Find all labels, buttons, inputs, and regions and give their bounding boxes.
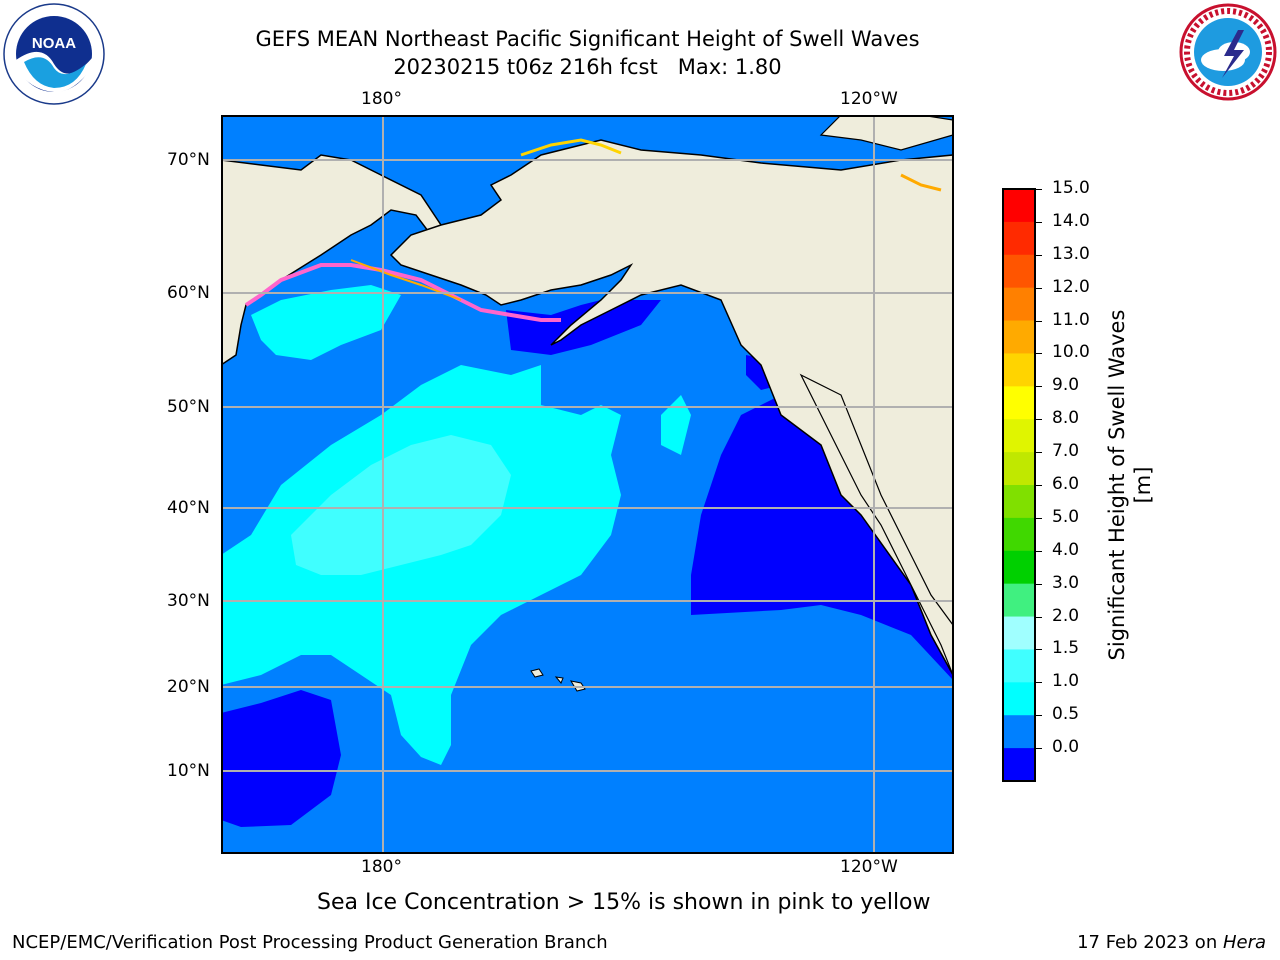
colorbar-tick-label: 8.0 [1052,408,1080,429]
colorbar-tick-label: 5.0 [1052,506,1080,527]
lon-tick-top-120w: 120°W [840,89,898,109]
low-swell-southwest [221,690,341,827]
colorbar-tick-label: 1.0 [1052,671,1080,692]
sea-ice-caption: Sea Ice Concentration > 15% is shown in … [317,890,931,915]
colorbar-tick-label: 0.0 [1052,737,1080,758]
colorbar-segment [1003,452,1035,486]
graticule [221,115,954,854]
colorbar-segment [1003,682,1035,716]
nws-logo-icon [1179,3,1277,101]
colorbar-tick-label: 9.0 [1052,375,1080,396]
colorbar-tick [1036,452,1042,454]
colorbar-segment [1003,550,1035,585]
colorbar-title: Significant Height of Swell Waves [m] [1105,309,1155,661]
noaa-logo-text: NOAA [32,35,76,52]
colorbar-tick [1036,287,1042,289]
colorbar-segment [1003,320,1035,354]
colorbar-tick-label: 4.0 [1052,539,1080,560]
colorbar-tick-label: 10.0 [1052,342,1090,363]
colorbar-tick [1036,748,1042,750]
colorbar-tick [1036,682,1042,684]
land-alaska-canada [389,139,954,854]
lat-tick-40n: 40°N [167,498,210,518]
colorbar-tick [1036,320,1042,322]
colorbar-tick-label: 1.5 [1052,638,1080,659]
colorbar-tick-label: 7.0 [1052,441,1080,462]
colorbar-tick-label: 15.0 [1052,178,1090,198]
colorbar-tick-label: 14.0 [1052,210,1090,231]
noaa-logo-icon: NOAA [3,3,105,105]
land-siberia [221,154,442,366]
colorbar-segment [1003,419,1035,453]
colorbar [1002,188,1036,782]
colorbar-segment [1003,517,1035,552]
colorbar-segment [1003,748,1035,782]
colorbar-segment [1003,287,1035,322]
colorbar-tick [1036,353,1042,355]
footer-date: 17 Feb 2023 on [1077,932,1223,953]
colorbar-tick [1036,189,1042,190]
colorbar-tick [1036,550,1042,552]
lon-tick-bottom-120w: 120°W [840,857,898,877]
lat-tick-20n: 20°N [167,677,210,697]
footer-right: 17 Feb 2023 on Hera [1077,932,1266,953]
lat-tick-50n: 50°N [167,397,210,417]
colorbar-tick [1036,715,1042,717]
colorbar-segment [1003,189,1035,223]
colorbar-tick-label: 11.0 [1052,309,1090,330]
colorbar-tick-label: 6.0 [1052,474,1080,494]
colorbar-segment [1003,616,1035,650]
lat-tick-10n: 10°N [167,761,210,781]
colorbar-segment [1003,583,1035,618]
low-swell-east [691,385,953,680]
lon-tick-top-180: 180° [361,89,402,109]
colorbar-tick [1036,386,1042,388]
colorbar-segment [1003,353,1035,387]
colorbar-segment [1003,649,1035,683]
colorbar-segment [1003,386,1035,420]
colorbar-tick [1036,616,1042,618]
colorbar-tick-label: 2.0 [1052,605,1080,626]
colorbar-segment [1003,485,1035,519]
colorbar-segment [1003,254,1035,289]
colorbar-tick [1036,485,1042,486]
colorbar-tick-label: 3.0 [1052,572,1080,593]
lat-tick-60n: 60°N [167,283,210,303]
colorbar-tick [1036,419,1042,421]
map-panel[interactable] [221,115,954,854]
sea-ice-fringe [244,263,561,322]
swell-cyan-bering-south [251,285,401,360]
low-swell-gulf [506,300,661,355]
colorbar-tick [1036,583,1042,585]
footer-left: NCEP/EMC/Verification Post Processing Pr… [12,932,608,953]
map-frame [221,115,954,854]
colorbar-tick-label: 13.0 [1052,243,1090,264]
colorbar-tick [1036,254,1042,256]
title-line-2: 20230215 t06z 216h fcst Max: 1.80 [393,55,782,79]
colorbar-tick-label: 0.5 [1052,704,1080,725]
colorbar-tick [1036,649,1042,651]
lon-tick-bottom-180: 180° [361,857,402,877]
lat-tick-70n: 70°N [167,150,210,170]
colorbar-tick-label: 12.0 [1052,276,1090,297]
footer-host: Hera [1222,932,1266,953]
lat-tick-30n: 30°N [167,591,210,611]
colorbar-tick [1036,221,1042,223]
colorbar-tick [1036,517,1042,519]
swell-cyan-central [221,365,621,765]
swell-light-cyan [291,435,511,575]
title-line-1: GEFS MEAN Northeast Pacific Significant … [255,27,920,51]
colorbar-segment [1003,221,1035,256]
colorbar-segment [1003,715,1035,749]
